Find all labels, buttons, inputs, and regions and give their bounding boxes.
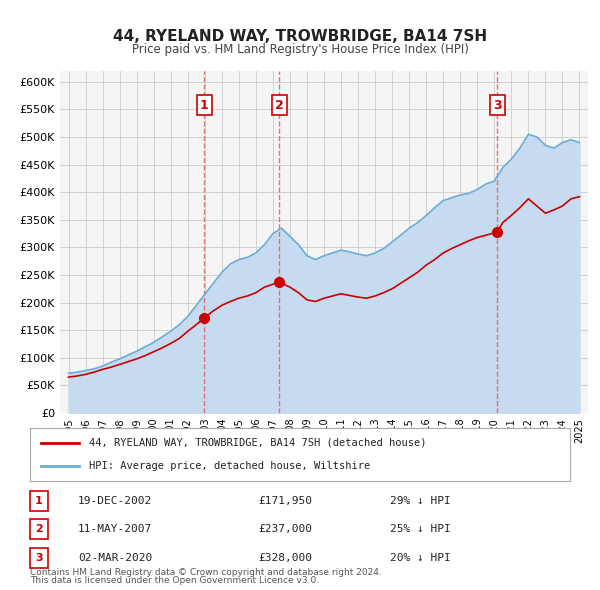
Text: 44, RYELAND WAY, TROWBRIDGE, BA14 7SH (detached house): 44, RYELAND WAY, TROWBRIDGE, BA14 7SH (d… (89, 438, 427, 448)
Text: 1: 1 (35, 496, 43, 506)
Text: 29% ↓ HPI: 29% ↓ HPI (390, 496, 451, 506)
Text: 20% ↓ HPI: 20% ↓ HPI (390, 553, 451, 562)
Text: £328,000: £328,000 (258, 553, 312, 562)
Text: Contains HM Land Registry data © Crown copyright and database right 2024.: Contains HM Land Registry data © Crown c… (30, 568, 382, 577)
Text: 11-MAY-2007: 11-MAY-2007 (78, 525, 152, 534)
Text: 02-MAR-2020: 02-MAR-2020 (78, 553, 152, 562)
Text: £237,000: £237,000 (258, 525, 312, 534)
Text: 2: 2 (275, 99, 283, 112)
Text: HPI: Average price, detached house, Wiltshire: HPI: Average price, detached house, Wilt… (89, 461, 371, 471)
Text: 1: 1 (200, 99, 208, 112)
Text: Price paid vs. HM Land Registry's House Price Index (HPI): Price paid vs. HM Land Registry's House … (131, 43, 469, 56)
Text: 19-DEC-2002: 19-DEC-2002 (78, 496, 152, 506)
Text: 2: 2 (35, 525, 43, 534)
Text: This data is licensed under the Open Government Licence v3.0.: This data is licensed under the Open Gov… (30, 576, 319, 585)
Text: 25% ↓ HPI: 25% ↓ HPI (390, 525, 451, 534)
Text: 3: 3 (35, 553, 43, 562)
Text: 3: 3 (493, 99, 502, 112)
Text: £171,950: £171,950 (258, 496, 312, 506)
Text: 44, RYELAND WAY, TROWBRIDGE, BA14 7SH: 44, RYELAND WAY, TROWBRIDGE, BA14 7SH (113, 30, 487, 44)
